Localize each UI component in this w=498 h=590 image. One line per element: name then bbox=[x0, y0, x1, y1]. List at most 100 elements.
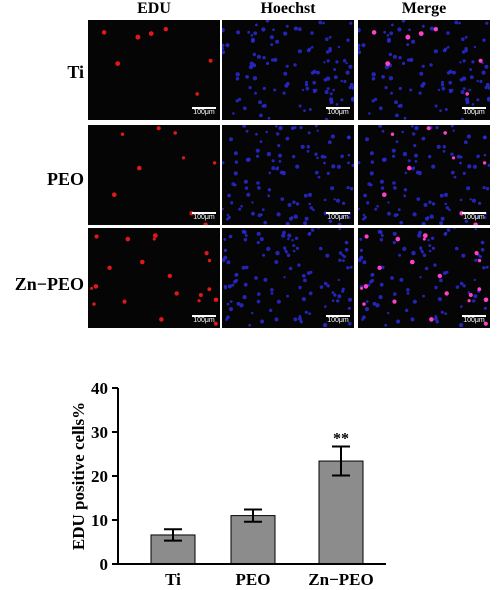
hoechst-nucleus bbox=[419, 276, 422, 279]
hoechst-nucleus bbox=[278, 160, 282, 163]
row-label-zn-peo: Zn−PEO bbox=[14, 274, 84, 294]
hoechst-nucleus bbox=[278, 125, 283, 131]
hoechst-nucleus bbox=[238, 207, 242, 211]
hoechst-nucleus bbox=[392, 181, 396, 185]
hoechst-nucleus bbox=[293, 214, 298, 219]
hoechst-nucleus bbox=[374, 97, 378, 101]
edu-positive-nucleus bbox=[405, 34, 411, 40]
hoechst-nucleus bbox=[317, 228, 320, 230]
hoechst-nucleus bbox=[362, 260, 367, 265]
hoechst-nucleus bbox=[406, 288, 410, 292]
scale-bar-line bbox=[326, 212, 350, 214]
hoechst-nucleus bbox=[369, 171, 374, 176]
scale-bar-line bbox=[326, 315, 350, 317]
panel-zn-peo-hoechst: 100μm bbox=[222, 228, 354, 328]
hoechst-nucleus bbox=[262, 253, 266, 257]
edu-positive-nucleus bbox=[395, 236, 401, 242]
hoechst-nucleus bbox=[317, 175, 321, 179]
hoechst-nucleus bbox=[484, 64, 489, 69]
edu-positive-nucleus bbox=[362, 302, 366, 306]
edu-positive-nucleus bbox=[159, 317, 164, 322]
scale-bar-label: 100μm bbox=[193, 214, 215, 221]
hoechst-nucleus bbox=[487, 163, 490, 167]
hoechst-nucleus bbox=[312, 80, 316, 85]
hoechst-nucleus bbox=[329, 92, 333, 96]
hoechst-nucleus bbox=[306, 145, 310, 149]
hoechst-nucleus bbox=[485, 21, 489, 25]
hoechst-nucleus bbox=[390, 91, 393, 95]
hoechst-nucleus bbox=[286, 294, 289, 298]
hoechst-nucleus bbox=[358, 207, 360, 211]
edu-positive-nucleus bbox=[364, 234, 369, 239]
hoechst-nucleus bbox=[462, 87, 466, 91]
hoechst-nucleus bbox=[318, 20, 323, 25]
hoechst-nucleus bbox=[362, 213, 366, 217]
hoechst-nucleus bbox=[435, 320, 439, 324]
hoechst-nucleus bbox=[269, 308, 273, 313]
hoechst-nucleus bbox=[446, 71, 451, 75]
hoechst-nucleus bbox=[277, 144, 281, 148]
edu-positive-nucleus bbox=[451, 156, 456, 160]
hoechst-nucleus bbox=[346, 186, 350, 190]
hoechst-nucleus bbox=[346, 266, 350, 270]
panel-peo-edu: 100μm bbox=[88, 125, 220, 225]
hoechst-nucleus bbox=[288, 266, 293, 271]
hoechst-nucleus bbox=[304, 80, 308, 84]
hoechst-nucleus bbox=[243, 179, 248, 184]
hoechst-nucleus bbox=[259, 140, 263, 144]
hoechst-nucleus bbox=[299, 126, 303, 130]
hoechst-nucleus bbox=[316, 156, 319, 160]
hoechst-nucleus bbox=[343, 255, 346, 259]
hoechst-nucleus bbox=[342, 59, 347, 63]
hoechst-nucleus bbox=[483, 153, 487, 157]
hoechst-nucleus bbox=[428, 154, 432, 159]
hoechst-nucleus bbox=[233, 151, 238, 156]
hoechst-nucleus bbox=[349, 187, 354, 191]
edu-positive-nucleus bbox=[477, 287, 482, 292]
hoechst-nucleus bbox=[462, 59, 466, 63]
hoechst-nucleus bbox=[476, 154, 480, 159]
hoechst-nucleus bbox=[229, 300, 233, 303]
hoechst-nucleus bbox=[270, 288, 274, 292]
hoechst-nucleus bbox=[243, 282, 248, 287]
hoechst-nucleus bbox=[286, 81, 290, 86]
hoechst-nucleus bbox=[460, 117, 465, 120]
edu-positive-nucleus bbox=[483, 321, 488, 326]
hoechst-nucleus bbox=[485, 82, 490, 87]
hoechst-nucleus bbox=[298, 285, 302, 290]
hoechst-nucleus bbox=[421, 221, 426, 225]
hoechst-nucleus bbox=[459, 61, 462, 64]
hoechst-nucleus bbox=[324, 305, 327, 308]
edu-positive-nucleus bbox=[465, 92, 469, 96]
hoechst-nucleus bbox=[227, 193, 231, 198]
hoechst-nucleus bbox=[254, 91, 257, 95]
hoechst-nucleus bbox=[252, 63, 257, 68]
hoechst-nucleus bbox=[445, 270, 449, 274]
hoechst-nucleus bbox=[349, 265, 353, 269]
x-tick-label: Zn−PEO bbox=[308, 570, 373, 589]
hoechst-nucleus bbox=[487, 86, 490, 90]
hoechst-nucleus bbox=[340, 154, 344, 159]
hoechst-nucleus bbox=[428, 249, 432, 253]
hoechst-nucleus bbox=[323, 61, 326, 64]
hoechst-nucleus bbox=[450, 170, 455, 175]
hoechst-nucleus bbox=[325, 253, 330, 258]
hoechst-nucleus bbox=[414, 153, 418, 158]
hoechst-nucleus bbox=[236, 30, 241, 35]
hoechst-nucleus bbox=[391, 23, 394, 27]
hoechst-nucleus bbox=[244, 186, 249, 190]
hoechst-nucleus bbox=[257, 186, 261, 190]
edu-positive-nucleus bbox=[140, 259, 145, 265]
hoechst-nucleus bbox=[255, 132, 258, 136]
hoechst-nucleus bbox=[442, 149, 446, 153]
edu-positive-nucleus bbox=[390, 132, 395, 136]
hoechst-nucleus bbox=[229, 137, 233, 142]
hoechst-nucleus bbox=[239, 303, 244, 308]
hoechst-nucleus bbox=[252, 52, 256, 57]
hoechst-nucleus bbox=[340, 79, 343, 83]
hoechst-nucleus bbox=[265, 130, 268, 134]
hoechst-nucleus bbox=[412, 212, 417, 217]
hoechst-nucleus bbox=[336, 164, 341, 169]
hoechst-nucleus bbox=[446, 31, 450, 35]
hoechst-nucleus bbox=[292, 154, 296, 159]
